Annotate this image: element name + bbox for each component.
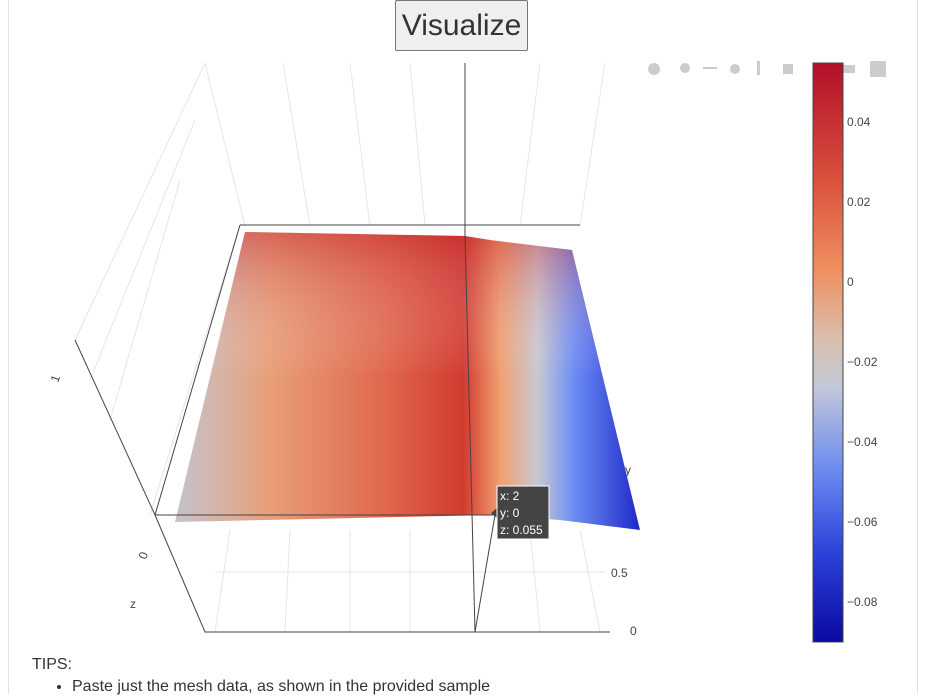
axis-labels: z 0 1 y 0 0.5 — [48, 373, 637, 638]
visualize-button[interactable]: Visualize — [395, 0, 528, 51]
toolbar — [645, 61, 886, 77]
colorbar — [812, 62, 844, 643]
tooltip-box — [496, 485, 550, 540]
pan-icon[interactable] — [703, 67, 717, 69]
colorbar-tick: −0.06 — [847, 515, 878, 529]
y-tick: 0 — [630, 624, 637, 638]
y-axis-title: y — [625, 463, 631, 477]
tooltip-line: y: 0 — [500, 506, 520, 520]
colorbar-ticks: 0.04 0.02 0 −0.02 −0.04 −0.06 −0.08 — [847, 115, 878, 609]
hover-icon[interactable] — [843, 65, 855, 73]
tips-list: Paste just the mesh data, as shown in th… — [32, 678, 490, 696]
z-tick: 0 — [136, 550, 152, 561]
card — [8, 0, 918, 694]
colorbar-tick: 0.04 — [847, 115, 871, 129]
colorbar-tick: −0.04 — [847, 435, 878, 449]
z-axis-title: z — [130, 597, 136, 611]
colorbar-tick: −0.08 — [847, 595, 878, 609]
tips: TIPS: Paste just the mesh data, as shown… — [32, 656, 490, 696]
grid — [74, 62, 606, 633]
hover-tooltip: x: 2 y: 0 z: 0.055 — [491, 485, 550, 540]
tip: Paste just the mesh data, as shown in th… — [72, 678, 490, 696]
camera-icon[interactable] — [648, 63, 660, 75]
orbit-icon[interactable] — [730, 64, 740, 74]
tooltip-line: z: 0.055 — [500, 523, 543, 537]
axes — [74, 63, 610, 633]
colorbar-tick: −0.02 — [847, 355, 878, 369]
plotly-logo[interactable] — [870, 61, 886, 77]
colorbar-tick: 0 — [847, 275, 854, 289]
tooltip-line: x: 2 — [500, 489, 520, 503]
turntable-icon[interactable] — [757, 61, 760, 75]
z-tick: 1 — [48, 373, 64, 384]
home-icon[interactable] — [783, 64, 793, 74]
zoom-icon[interactable] — [680, 63, 690, 73]
surface-shade — [175, 232, 640, 530]
tips-title: TIPS: — [32, 656, 73, 673]
colorbar-tick: 0.02 — [847, 195, 871, 209]
y-tick: 0.5 — [611, 566, 628, 580]
plot: 0.04 0.02 0 −0.02 −0.04 −0.06 −0.08 z 0 … — [48, 61, 886, 643]
